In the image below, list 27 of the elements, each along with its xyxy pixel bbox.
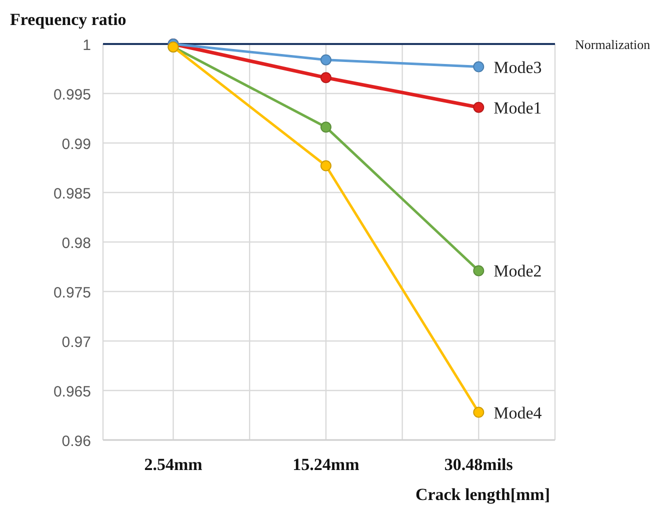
series-label: Mode4 <box>494 403 542 422</box>
y-tick-label: 1 <box>82 37 91 54</box>
series-label: Mode1 <box>494 98 542 118</box>
ref-line-label: Normalization <box>575 37 651 52</box>
y-tick-label: 0.975 <box>53 284 91 302</box>
series-label: Mode2 <box>494 262 542 281</box>
y-tick-label: 0.98 <box>62 235 91 252</box>
y-axis-title: Frequency ratio <box>10 10 126 29</box>
point <box>473 406 484 418</box>
x-axis-title: Crack length[mm] <box>415 485 550 504</box>
point <box>320 160 332 172</box>
point <box>320 122 332 133</box>
y-tick-label: 0.99 <box>62 136 91 153</box>
point <box>473 61 484 72</box>
x-tick-label: 30.48mils <box>444 455 514 474</box>
point <box>473 102 484 113</box>
series-label: Mode3 <box>494 58 542 77</box>
x-tick-label: 2.54mm <box>144 455 202 474</box>
y-tick-label: 0.97 <box>62 334 91 351</box>
point <box>320 54 332 66</box>
y-tick-label: 0.985 <box>53 186 91 202</box>
y-tick-label: 0.965 <box>53 384 91 400</box>
x-tick-label: 15.24mm <box>292 455 360 474</box>
point <box>473 265 484 276</box>
y-tick-label: 0.96 <box>62 433 91 450</box>
point <box>320 72 332 84</box>
y-tick-label: 0.995 <box>53 86 91 104</box>
